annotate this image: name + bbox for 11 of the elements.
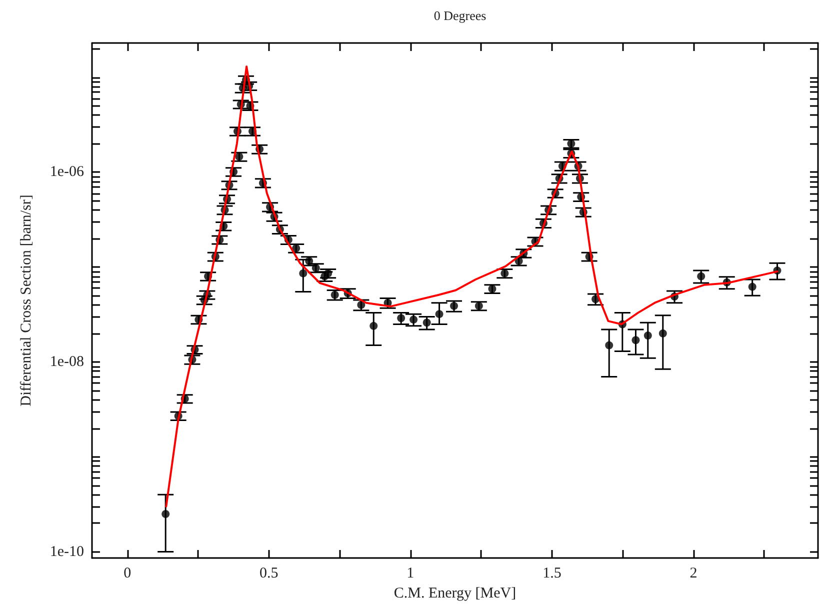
x-tick-label: 0.5 <box>260 566 278 582</box>
y-tick-label: 1e-10 <box>50 544 84 560</box>
x-tick-label: 1.5 <box>542 566 562 582</box>
y-tick-label: 1e-06 <box>50 164 84 180</box>
y-axis-title: Differential Cross Section [barn/sr] <box>18 194 34 406</box>
x-tick-label: 1 <box>406 566 414 582</box>
x-tick-label: 2 <box>690 566 698 582</box>
chart-subtitle: 0 Degrees <box>434 8 486 23</box>
y-tick-label: 1e-08 <box>50 354 84 370</box>
x-axis-title: C.M. Energy [MeV] <box>394 585 516 602</box>
x-tick-label: 0 <box>124 566 132 582</box>
